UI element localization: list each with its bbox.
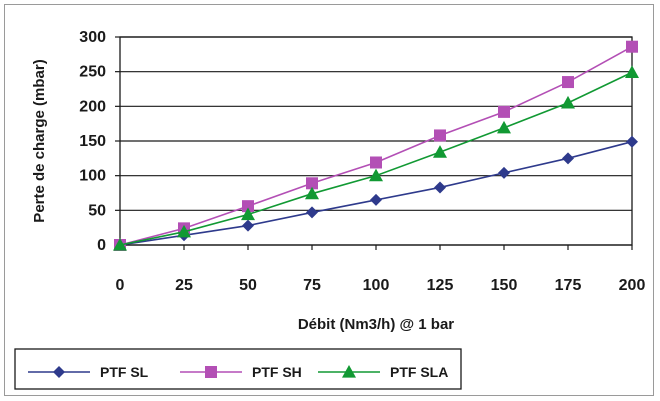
grid-lines bbox=[115, 36, 633, 250]
y-tick-label: 150 bbox=[79, 133, 106, 150]
x-tick-label: 25 bbox=[175, 277, 193, 294]
data-point-triangle bbox=[342, 365, 356, 378]
x-tick-label: 175 bbox=[555, 277, 582, 294]
data-point-diamond bbox=[242, 219, 254, 232]
x-tick-label: 50 bbox=[239, 277, 257, 294]
data-point-diamond bbox=[498, 166, 510, 179]
data-point-diamond bbox=[370, 193, 382, 206]
y-tick-label: 250 bbox=[79, 64, 106, 81]
data-point-triangle bbox=[433, 145, 447, 158]
data-point-diamond bbox=[562, 152, 574, 165]
data-point-square bbox=[306, 177, 318, 190]
chart-frame bbox=[4, 4, 654, 396]
x-axis-title: Débit (Nm3/h) @ 1 bar bbox=[298, 316, 454, 333]
series-line bbox=[119, 46, 633, 246]
data-point-triangle bbox=[177, 224, 191, 238]
legend-label: PTF SL bbox=[100, 364, 149, 380]
data-point-triangle bbox=[369, 168, 383, 182]
x-tick-label: 125 bbox=[427, 277, 454, 294]
x-tick-labels: 0 25 50 75 100 125 150 175 200 bbox=[116, 277, 646, 294]
data-point-triangle bbox=[625, 65, 639, 78]
y-tick-label: 300 bbox=[79, 29, 106, 46]
y-tick-label: 100 bbox=[79, 168, 106, 185]
x-tick-label: 150 bbox=[491, 277, 518, 294]
data-point-triangle bbox=[561, 95, 575, 109]
x-tick-label: 75 bbox=[303, 277, 321, 294]
data-point-diamond bbox=[434, 181, 446, 194]
y-tick-label: 200 bbox=[79, 98, 106, 115]
data-point-diamond bbox=[53, 366, 65, 378]
y-tick-label: 50 bbox=[88, 202, 106, 219]
data-point-square bbox=[626, 40, 638, 53]
data-point-triangle bbox=[497, 120, 511, 134]
y-tick-label: 0 bbox=[97, 237, 106, 254]
data-point-triangle bbox=[305, 186, 319, 200]
x-tick-label: 200 bbox=[619, 277, 646, 294]
data-point-square bbox=[370, 156, 382, 169]
data-point-diamond bbox=[306, 206, 318, 219]
data-point-square bbox=[562, 76, 574, 89]
data-point-triangle bbox=[113, 238, 127, 251]
legend-label: PTF SLA bbox=[390, 364, 448, 380]
data-point-square bbox=[498, 105, 510, 118]
data-point-diamond bbox=[626, 135, 638, 148]
data-point-square bbox=[205, 366, 217, 378]
data-point-square bbox=[242, 200, 254, 213]
series-group bbox=[113, 40, 639, 251]
x-tick-label: 0 bbox=[116, 277, 125, 294]
legend-entries: PTF SL PTF SH PTF SLA bbox=[28, 364, 448, 380]
y-tick-labels: 0 50 100 150 200 250 300 bbox=[79, 29, 106, 254]
data-point-triangle bbox=[241, 207, 255, 221]
legend bbox=[14, 348, 462, 390]
data-point-square bbox=[434, 129, 446, 142]
legend-label: PTF SH bbox=[252, 364, 302, 380]
x-tick-label: 100 bbox=[363, 277, 390, 294]
y-axis-title: Perte de charge (mbar) bbox=[31, 59, 48, 222]
